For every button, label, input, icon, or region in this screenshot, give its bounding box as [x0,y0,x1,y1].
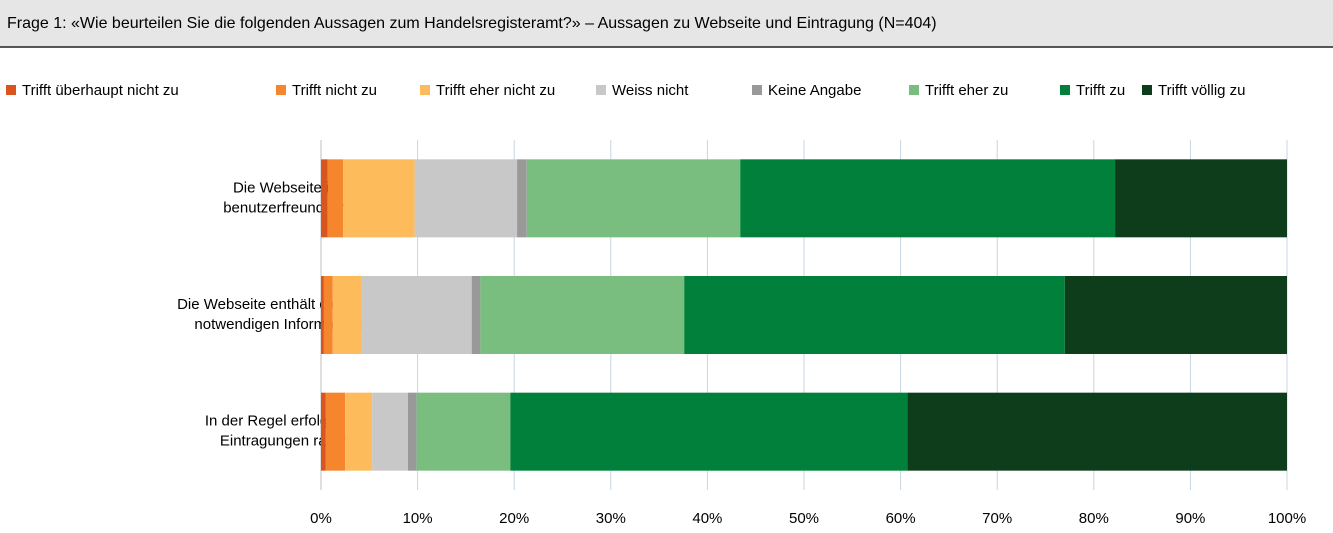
legend-swatch [596,85,606,95]
x-tick-label: 70% [982,510,1012,527]
legend-swatch [1142,85,1152,95]
y-tick-label: Die Webseite ist [233,179,342,196]
bar-segment [740,159,1116,238]
bar-segment [323,276,333,354]
bar-segment [321,159,328,238]
legend-swatch [6,85,16,95]
bar-segment [345,392,373,471]
legend-swatch [420,85,430,95]
bar-segment [1115,159,1287,238]
legend-label: Trifft nicht zu [292,82,377,99]
y-tick-label: benutzerfreundlich. [223,199,351,216]
legend-swatch [276,85,286,95]
bar-segment [372,392,408,471]
legend-label: Trifft eher zu [925,82,1008,99]
legend-swatch [1060,85,1070,95]
bar-segment [526,159,741,238]
legend-label: Trifft zu [1076,82,1125,99]
x-tick-label: 90% [1175,510,1205,527]
bar-segment [343,159,415,238]
bar-segment [414,159,518,238]
title-bar [0,0,1333,47]
bar-segment [480,276,685,354]
chart-title: Frage 1: «Wie beurteilen Sie die folgend… [7,15,937,32]
bar-segment [1064,276,1287,354]
bar-segment [684,276,1065,354]
legend-label: Trifft überhaupt nicht zu [22,82,179,99]
bar-segment [907,392,1287,471]
bar-segment [321,276,324,354]
bar-segment [327,159,344,238]
x-tick-label: 60% [886,510,916,527]
bar-segment [325,392,346,471]
y-tick-label: Eintragungen rasch. [220,433,354,450]
legend-label: Weiss nicht [612,82,689,99]
bar-segment [407,392,417,471]
legend-swatch [909,85,919,95]
legend-label: Keine Angabe [768,82,861,99]
bar-segment [416,392,511,471]
legend-label: Trifft eher nicht zu [436,82,555,99]
bar-segment [517,159,527,238]
legend-swatch [752,85,762,95]
x-tick-label: 100% [1268,510,1306,527]
bar-segment [332,276,362,354]
x-tick-label: 0% [310,510,332,527]
x-tick-label: 50% [789,510,819,527]
x-tick-label: 40% [692,510,722,527]
x-tick-label: 30% [596,510,626,527]
bar-segment [471,276,481,354]
bar-segment [361,276,472,354]
x-tick-label: 20% [499,510,529,527]
legend-label: Trifft völlig zu [1158,82,1246,99]
x-tick-label: 10% [403,510,433,527]
x-tick-label: 80% [1079,510,1109,527]
bar-segment [321,392,326,471]
bar-segment [510,392,908,471]
